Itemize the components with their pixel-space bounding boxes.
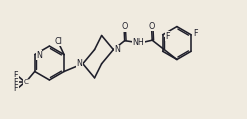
- Text: NH: NH: [133, 38, 144, 47]
- Text: O: O: [148, 22, 155, 31]
- Text: Cl: Cl: [55, 37, 62, 46]
- Text: F: F: [14, 71, 18, 80]
- Text: F: F: [14, 78, 18, 87]
- Text: N: N: [36, 51, 42, 60]
- Text: C: C: [23, 79, 28, 85]
- Text: O: O: [121, 22, 127, 31]
- Text: F: F: [165, 32, 170, 41]
- Text: N: N: [76, 59, 82, 68]
- Text: N: N: [114, 45, 120, 54]
- Text: F: F: [14, 84, 18, 93]
- Text: F: F: [194, 29, 198, 38]
